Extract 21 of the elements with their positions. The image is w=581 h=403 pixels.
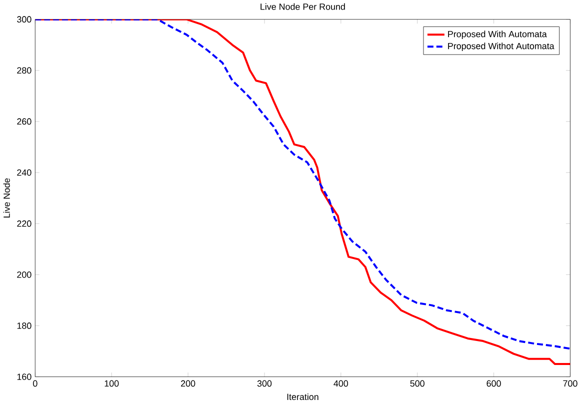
y-tick-label: 180 <box>17 322 32 329</box>
x-tick-label: 100 <box>104 380 119 386</box>
x-tick-label: 200 <box>181 380 196 386</box>
x-axis-title: Iteration <box>287 393 318 400</box>
y-tick-label: 220 <box>17 220 32 227</box>
x-tick-label: 600 <box>486 380 501 386</box>
y-axis-title: Live Node <box>3 178 10 218</box>
x-tick-label: 500 <box>410 380 424 386</box>
y-tick-label: 260 <box>17 118 32 124</box>
y-tick-label: 200 <box>17 271 32 278</box>
legend-label: Proposed Withot Automata <box>448 42 554 51</box>
x-tick-label: 400 <box>334 380 348 386</box>
y-tick-label: 160 <box>17 373 32 380</box>
y-tick-label: 300 <box>17 16 32 22</box>
chart-title: Live Node Per Round <box>260 3 345 10</box>
y-tick-label: 240 <box>17 169 32 176</box>
x-tick-label: 0 <box>33 380 38 386</box>
y-tick-label: 280 <box>17 67 32 74</box>
x-tick-label: 700 <box>563 380 578 386</box>
x-tick-label: 300 <box>257 380 272 386</box>
legend-label: Proposed With Automata <box>448 30 547 39</box>
